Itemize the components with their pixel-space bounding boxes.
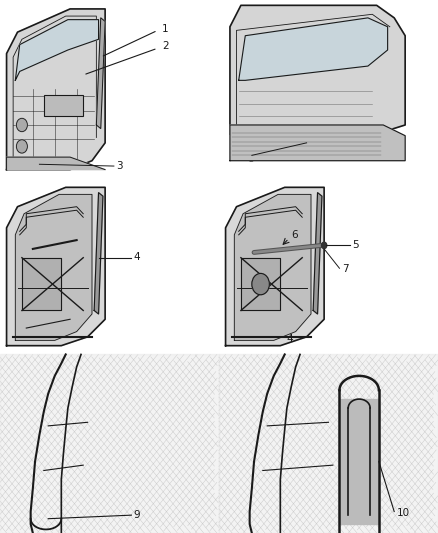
Text: 9: 9 [134,510,140,520]
Circle shape [17,140,27,153]
Polygon shape [15,195,92,341]
Polygon shape [7,9,105,169]
Polygon shape [94,192,103,314]
Text: 2: 2 [162,42,169,51]
Text: 1: 1 [162,23,169,34]
Polygon shape [7,187,105,345]
Polygon shape [241,257,280,310]
Text: 3: 3 [116,161,123,171]
Text: 7: 7 [342,264,348,274]
Polygon shape [339,399,379,524]
Circle shape [17,118,27,132]
Polygon shape [226,187,324,345]
Text: 4: 4 [134,252,140,262]
Circle shape [252,273,269,295]
Polygon shape [96,18,105,128]
Polygon shape [15,20,99,80]
Polygon shape [313,192,322,314]
Polygon shape [234,195,311,341]
Circle shape [321,242,327,248]
Polygon shape [7,157,105,169]
Polygon shape [239,18,388,80]
Polygon shape [22,257,61,310]
Text: 5: 5 [353,239,359,249]
Text: 8: 8 [247,154,254,164]
Polygon shape [0,354,219,533]
Text: 4: 4 [287,334,293,344]
Polygon shape [219,354,438,533]
Text: 6: 6 [291,230,298,240]
FancyBboxPatch shape [44,95,83,116]
Text: 10: 10 [396,508,410,519]
Polygon shape [230,5,405,134]
Polygon shape [230,125,405,161]
